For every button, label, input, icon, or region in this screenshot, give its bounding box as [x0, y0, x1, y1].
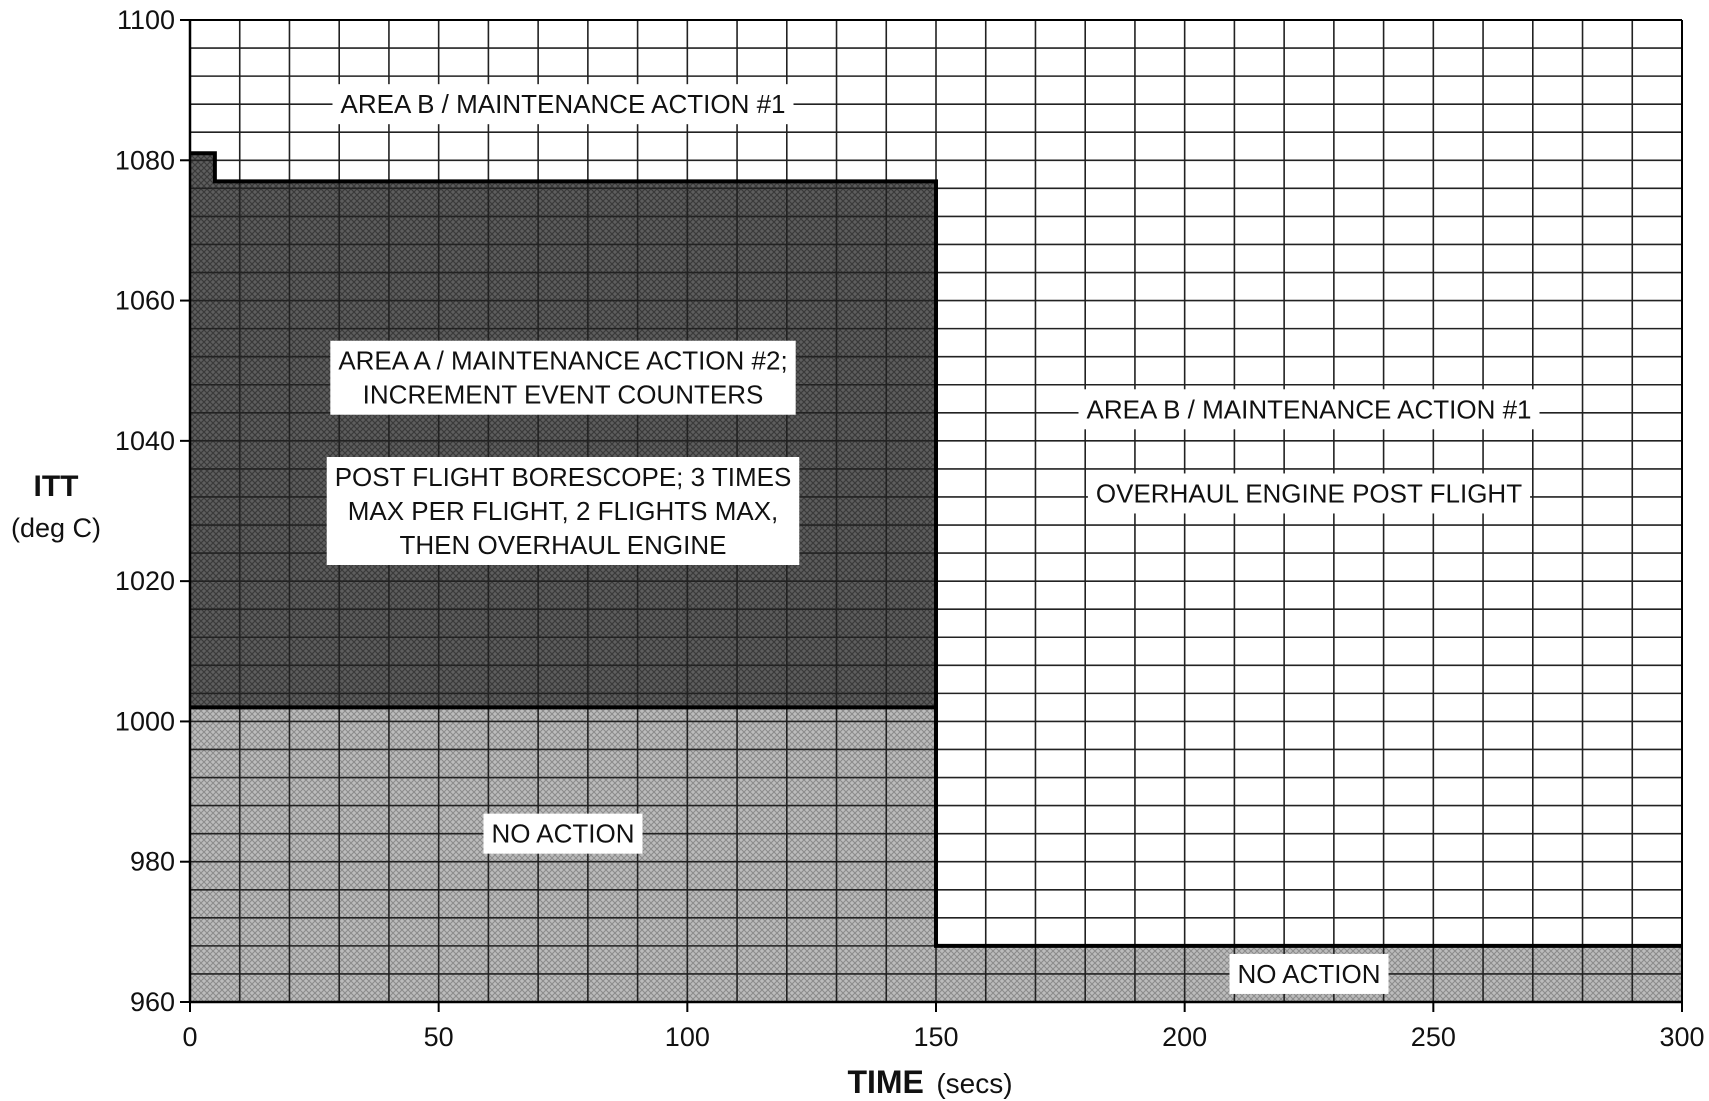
region-fill-2	[190, 153, 936, 708]
region-fill-1	[190, 707, 936, 1002]
x-tick-label: 300	[1659, 1022, 1704, 1052]
annotation-3: POST FLIGHT BORESCOPE; 3 TIMES MAX PER FL…	[326, 457, 800, 565]
y-tick-label: 1100	[117, 5, 175, 35]
region-annotations: AREA B / MAINTENANCE ACTION #1 AREA A / M…	[326, 84, 1540, 994]
annotation-5: AREA B / MAINTENANCE ACTION #1	[1078, 389, 1540, 430]
x-tick-label: 0	[182, 1022, 197, 1052]
annotation-box	[326, 457, 800, 565]
annotation-4: NO ACTION	[483, 813, 643, 854]
annotation-text: POST FLIGHT BORESCOPE; 3 TIMES	[335, 462, 792, 492]
annotation-box	[1087, 473, 1531, 514]
annotation-text: THEN OVERHAUL ENGINE	[400, 530, 727, 560]
annotation-2: AREA A / MAINTENANCE ACTION #2; INCREMENT…	[330, 340, 796, 415]
y-tick-label: 1020	[115, 566, 175, 596]
x-tick-label: 250	[1411, 1022, 1456, 1052]
y-tick-label: 980	[130, 847, 175, 877]
x-axis-label: TIME	[847, 1064, 923, 1100]
x-tick-label: 150	[913, 1022, 958, 1052]
annotation-1: AREA B / MAINTENANCE ACTION #1	[332, 84, 794, 125]
y-tick-label: 1060	[115, 286, 175, 316]
x-tick-label: 50	[424, 1022, 454, 1052]
limit-boundaries	[190, 151, 1682, 948]
y-tick-label: 1080	[115, 145, 175, 175]
region-fills	[190, 153, 1682, 1002]
annotation-text: MAX PER FLIGHT, 2 FLIGHTS MAX,	[348, 496, 779, 526]
y-axis-title: ITT (deg C)	[11, 470, 101, 543]
y-axis-unit: (deg C)	[11, 513, 101, 543]
annotation-text: AREA A / MAINTENANCE ACTION #2;	[338, 346, 787, 376]
annotation-text: NO ACTION	[1237, 959, 1380, 989]
annotation-7: NO ACTION	[1229, 953, 1389, 994]
annotation-text: OVERHAUL ENGINE POST FLIGHT	[1096, 478, 1522, 508]
annotation-text: AREA B / MAINTENANCE ACTION #1	[1087, 394, 1532, 424]
annotation-box	[330, 340, 796, 415]
annotation-box	[483, 813, 643, 854]
annotation-box	[1078, 389, 1540, 430]
y-axis-label: ITT	[34, 470, 79, 503]
annotation-6: OVERHAUL ENGINE POST FLIGHT	[1087, 473, 1531, 514]
y-tick-label: 1040	[115, 426, 175, 456]
x-tick-label: 200	[1162, 1022, 1207, 1052]
annotation-text: NO ACTION	[491, 819, 634, 849]
x-tick-label: 100	[665, 1022, 710, 1052]
annotation-box	[332, 84, 794, 125]
annotation-text: AREA B / MAINTENANCE ACTION #1	[341, 89, 786, 119]
boundary-line-1	[190, 151, 1682, 948]
y-tick-label: 1000	[115, 706, 175, 736]
x-axis-unit: (secs)	[936, 1068, 1012, 1099]
y-tick-label: 960	[130, 987, 175, 1017]
annotation-text: INCREMENT EVENT COUNTERS	[363, 380, 764, 410]
annotation-box	[1229, 953, 1389, 994]
x-axis-title: TIME (secs)	[847, 1064, 1012, 1100]
axes: 960 980 1000 1020 1040 1060 1080 1100 0 50 100 150 2…	[115, 5, 1705, 1052]
